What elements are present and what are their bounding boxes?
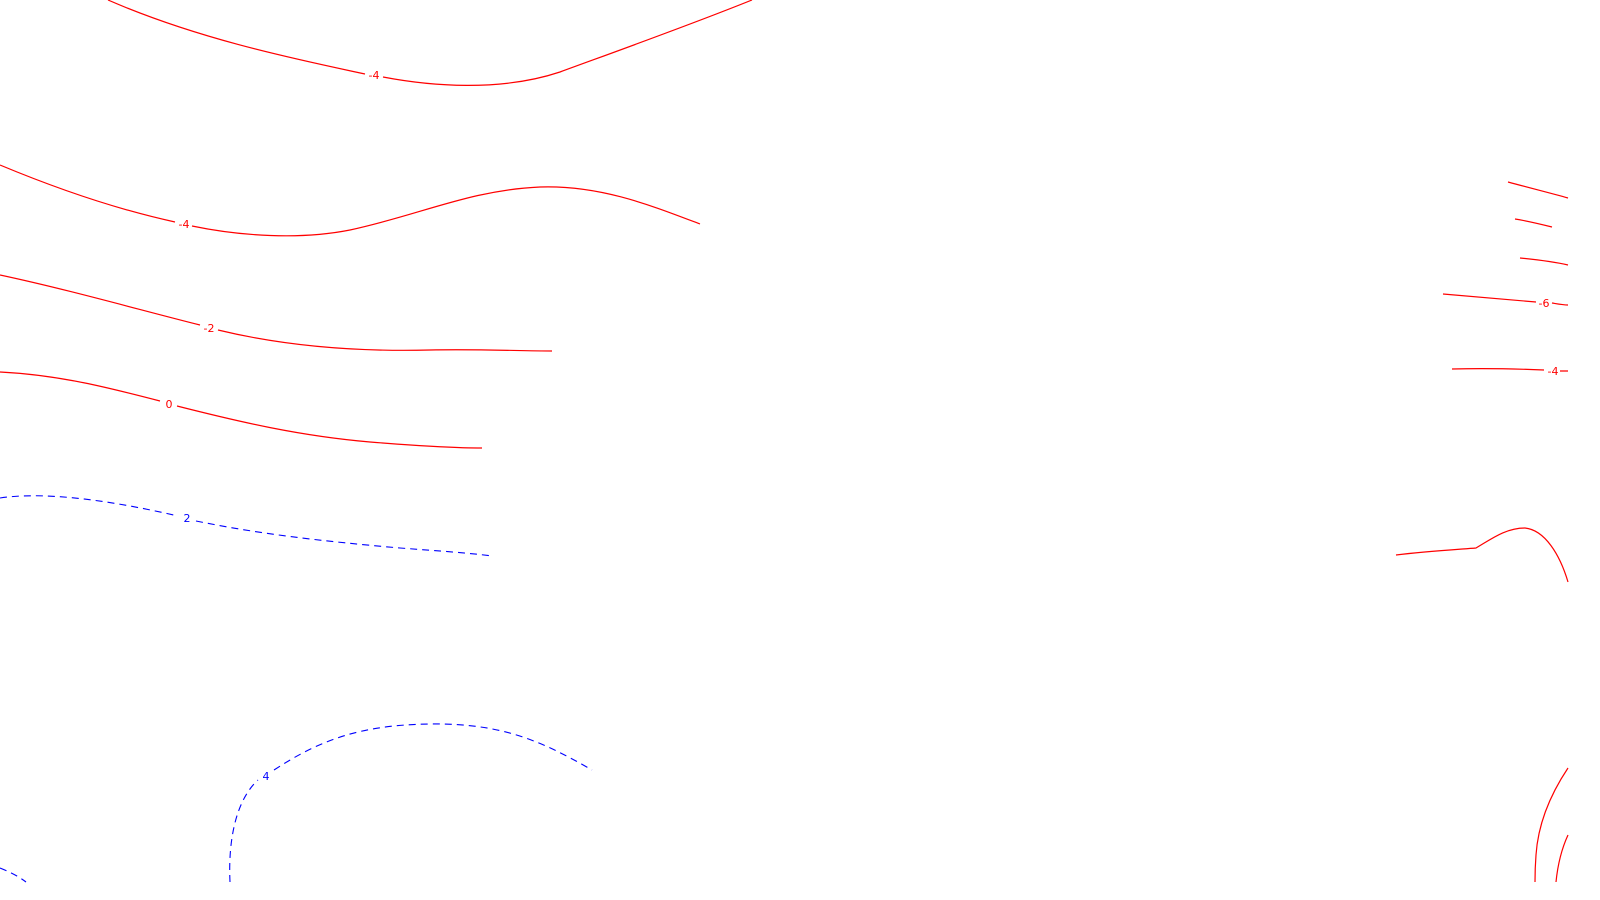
contour-label: 2 [184,512,191,525]
contour-label: 4 [263,770,270,783]
contour-label: 0 [166,398,173,411]
contour-line [0,371,483,449]
contour-line [0,274,553,352]
contour-line [0,495,493,557]
contour-label: -4 [179,218,190,231]
contour-line [1514,218,1553,228]
contour-line [1395,527,1569,583]
contour-label: -2 [204,322,215,335]
contour-label: -6 [1539,297,1550,310]
contour-line [1534,767,1569,883]
contour-line [1507,181,1569,199]
contour-line [1442,293,1569,306]
contour-line [0,867,27,883]
contour-line [1555,834,1569,883]
contour-line [1519,257,1569,266]
contour-line [229,723,593,883]
contour-line [0,164,701,237]
contour-line [1451,367,1568,372]
contour-label: -4 [1548,365,1559,378]
contour-line [107,0,753,86]
contour-label: -4 [369,69,380,82]
